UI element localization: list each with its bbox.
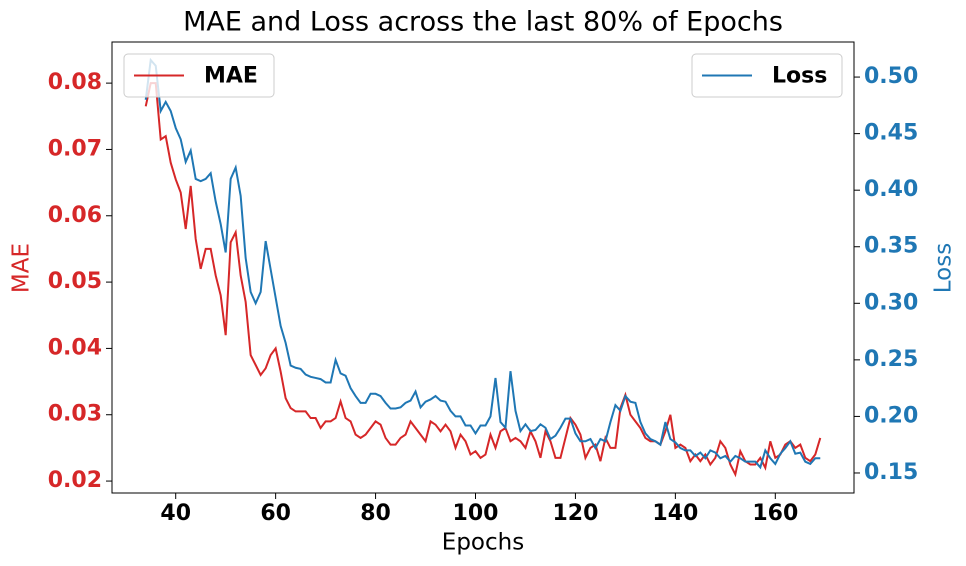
y-tick-label: 0.04 [48, 335, 102, 360]
y2-tick-label: 0.20 [864, 403, 918, 428]
x-tick-label: 160 [752, 501, 798, 526]
x-tick-label: 60 [260, 501, 291, 526]
legend-label: Loss [772, 64, 827, 89]
legend-label: MAE [204, 64, 258, 89]
legend-box [691, 53, 843, 98]
y-tick-label: 0.08 [48, 70, 102, 95]
y-tick-label: 0.06 [48, 203, 102, 228]
y2-tick-label: 0.45 [864, 121, 918, 146]
y2-tick-label: 0.25 [864, 347, 918, 372]
legend: Loss [691, 53, 843, 98]
y2-tick-label: 0.40 [864, 177, 918, 202]
line-1 [144, 57, 821, 470]
x-tick-label: 140 [652, 501, 698, 526]
line-0 [144, 82, 822, 478]
x-tick-label: 120 [552, 501, 598, 526]
y2-tick-label: 0.30 [864, 290, 918, 315]
y-tick-label: 0.07 [48, 136, 102, 161]
y-tick-label: 0.02 [48, 468, 102, 493]
x-tick-label: 100 [453, 501, 499, 526]
chart-title: MAE and Loss across the last 80% of Epoc… [183, 7, 783, 38]
y2-axis-label: Loss [931, 243, 957, 293]
y2-tick-label: 0.15 [864, 460, 918, 485]
y2-tick-label: 0.50 [864, 64, 918, 89]
x-tick-label: 80 [360, 501, 391, 526]
y-tick-label: 0.03 [48, 402, 102, 427]
y-axis-label: MAE [9, 243, 35, 293]
legend-box [123, 53, 275, 98]
x-axis-label: Epochs [442, 530, 524, 556]
y2-tick-label: 0.35 [864, 234, 918, 259]
plot-frame [111, 41, 855, 494]
legend: MAE [123, 53, 275, 98]
y-tick-label: 0.05 [48, 269, 102, 294]
x-tick-label: 40 [160, 501, 191, 526]
